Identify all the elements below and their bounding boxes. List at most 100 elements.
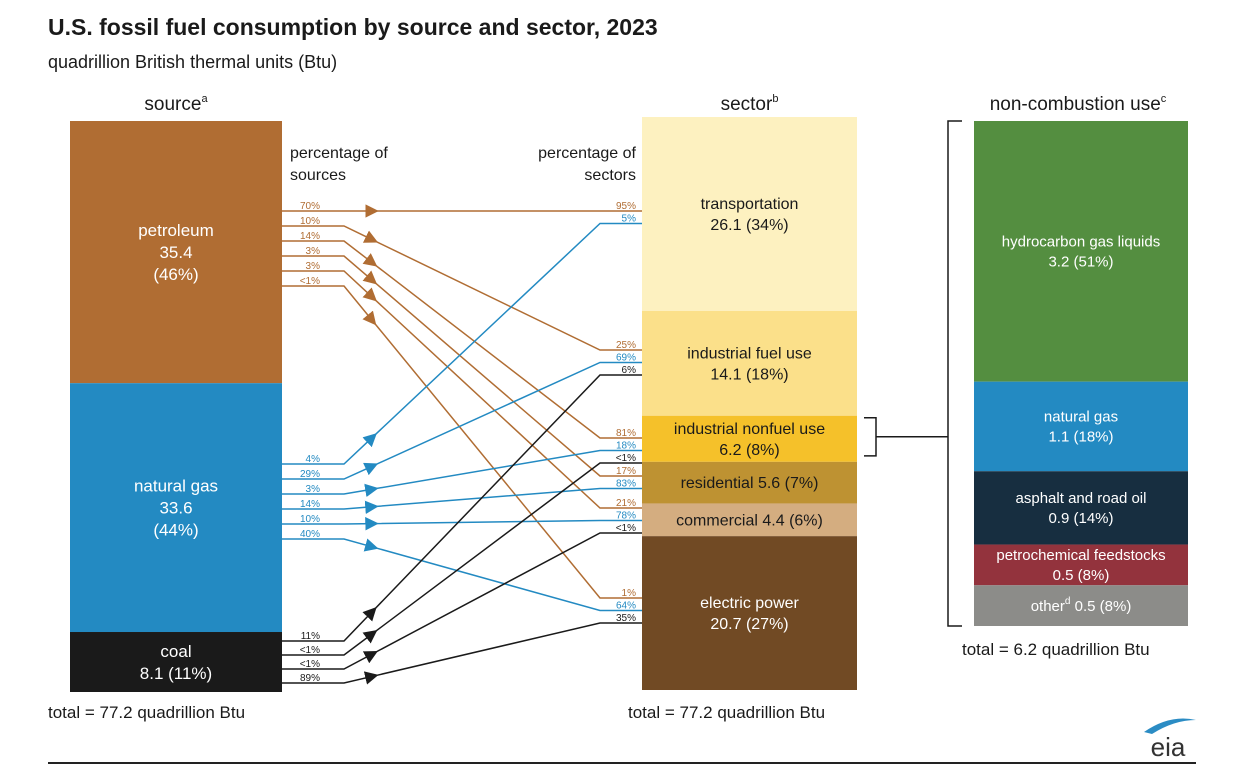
pct-of-source-label: <1% (300, 645, 320, 656)
source-label-natural-gas: natural gas (134, 477, 218, 496)
pct-of-source-label: 3% (306, 484, 321, 495)
noncombustion-bar-petrochemical-feedstocks (974, 544, 1188, 586)
flow-coal-industrial_nonfuel-tail (371, 462, 642, 635)
pct-of-sector-label: 6% (622, 365, 637, 376)
noncombustion-bar-natural-gas (974, 381, 1188, 472)
flow-petroleum-industrial_fuel (282, 225, 379, 243)
source-bar-petroleum (70, 121, 282, 384)
flow-natural_gas-transportation-tail (371, 222, 642, 439)
noncombustion-bracket (947, 120, 962, 627)
pct-of-sector-label: 81% (616, 428, 636, 439)
source-pct-heading: percentage of (290, 145, 388, 162)
eia-logo-text: eia (1151, 732, 1186, 762)
noncombustion-bar-asphalt-and-road-oil (974, 471, 1188, 545)
flow-coal-industrial_fuel (282, 607, 377, 642)
flow-natural_gas-industrial_fuel-tail (371, 361, 642, 467)
pct-of-sector-label: 35% (616, 613, 636, 624)
sector-label-electric-power: 20.7 (27%) (710, 616, 788, 633)
noncombustion-label-petrochemical-feedstocks: petrochemical feedstocks (996, 547, 1165, 564)
sector-label-residential: residential 5.6 (7%) (681, 475, 819, 492)
pct-of-source-label: 40% (300, 529, 320, 540)
pct-of-source-label: <1% (300, 659, 320, 670)
source-label-natural-gas: (44%) (153, 521, 198, 540)
pct-of-source-label: 10% (300, 216, 320, 227)
noncombustion-label-other: otherd 0.5 (8%) (1031, 596, 1132, 615)
pct-of-sector-label: <1% (616, 453, 636, 464)
flow-coal-industrial_fuel-tail (371, 374, 642, 613)
flow-natural_gas-transportation (282, 433, 377, 465)
bottom-rule (48, 762, 1196, 764)
pct-of-sector-label: 64% (616, 601, 636, 612)
pct-of-source-label: 3% (306, 246, 321, 257)
flow-coal-electric_power-tail (371, 622, 642, 678)
source-label-petroleum: (46%) (153, 265, 198, 284)
sector-label-transportation: transportation (701, 196, 799, 213)
source-label-natural-gas: 33.6 (159, 499, 192, 518)
noncombustion-label-hydrocarbon-gas-liquids: 3.2 (51%) (1048, 254, 1113, 271)
pct-of-sector-label: 69% (616, 353, 636, 364)
flow-natural_gas-electric_power-tail (371, 546, 642, 612)
noncombustion-label-natural-gas: 1.1 (18%) (1048, 429, 1113, 446)
pct-of-sector-label: 95% (616, 201, 636, 212)
source-bar-natural-gas (70, 383, 282, 633)
pct-of-source-label: 11% (301, 631, 320, 642)
flow-natural_gas-industrial_nonfuel (282, 483, 379, 498)
sector-label-industrial-nonfuel-use: 6.2 (8%) (719, 442, 779, 459)
sector-heading: sectorb (721, 93, 779, 115)
pct-of-source-label: 3% (306, 261, 321, 272)
pct-of-sector-label: 5% (622, 214, 637, 225)
flow-coal-commercial (282, 650, 378, 670)
flow-petroleum-commercial (282, 270, 377, 302)
nonfuel-bracket (864, 417, 877, 457)
flow-natural_gas-industrial_fuel (282, 462, 379, 480)
eia-logo: eia (1144, 718, 1196, 762)
flow-natural_gas-industrial_nonfuel-tail (371, 449, 642, 490)
flow-petroleum-electric_power-tail (371, 319, 642, 599)
flow-natural_gas-commercial-tail (371, 519, 642, 525)
pct-of-source-label: 14% (300, 499, 320, 510)
sector-total: total = 77.2 quadrillion Btu (628, 703, 825, 722)
flow-natural_gas-residential-tail (371, 487, 642, 508)
pct-of-sector-label: 1% (622, 588, 637, 599)
noncombustion-label-hydrocarbon-gas-liquids: hydrocarbon gas liquids (1002, 234, 1160, 251)
noncombustion-label-petrochemical-feedstocks: 0.5 (8%) (1053, 567, 1110, 584)
pct-of-source-label: 29% (300, 469, 320, 480)
source-total: total = 77.2 quadrillion Btu (48, 703, 245, 722)
flow-petroleum-industrial_fuel-tail (371, 238, 642, 351)
pct-of-source-label: 14% (300, 231, 320, 242)
pct-of-source-label: <1% (300, 276, 320, 287)
sector-label-electric-power: electric power (700, 595, 799, 612)
pct-of-source-label: 89% (300, 673, 320, 684)
flow-petroleum-industrial_nonfuel-tail (371, 261, 642, 439)
sector-bar-residential (642, 461, 857, 504)
chart-title: U.S. fossil fuel consumption by source a… (48, 14, 658, 40)
source-label-coal: 8.1 (11%) (140, 664, 212, 683)
noncombustion-label-natural-gas: natural gas (1044, 409, 1118, 426)
source-pct-heading: sources (290, 167, 346, 184)
pct-of-sector-label: 78% (616, 511, 636, 522)
sector-bar-industrial-fuel-use (642, 310, 857, 416)
noncombustion-bar-other (974, 585, 1188, 626)
noncombustion-heading: non-combustion usec (990, 93, 1167, 115)
flow-petroleum-industrial_nonfuel (282, 240, 378, 267)
source-label-petroleum: 35.4 (159, 243, 192, 262)
sector-label-industrial-fuel-use: industrial fuel use (687, 345, 812, 362)
sector-label-commercial: commercial 4.4 (6%) (676, 512, 823, 529)
sector-bar-electric-power (642, 536, 857, 690)
sector-label-industrial-fuel-use: 14.1 (18%) (710, 366, 788, 383)
noncombustion-label-asphalt-and-road-oil: 0.9 (14%) (1048, 510, 1113, 527)
pct-of-source-label: 4% (306, 454, 321, 465)
pct-of-sector-label: 17% (616, 466, 636, 477)
flow-coal-electric_power (282, 671, 379, 685)
flow-natural_gas-residential (282, 500, 379, 515)
flow-coal-industrial_nonfuel (282, 629, 378, 656)
flow-petroleum-residential (282, 255, 378, 285)
source-heading: sourcea (144, 93, 208, 115)
pct-of-sector-label: 21% (616, 498, 636, 509)
pct-of-source-label: 10% (300, 514, 320, 525)
sector-label-transportation: 26.1 (34%) (710, 217, 788, 234)
noncombustion-bar-hydrocarbon-gas-liquids (974, 121, 1188, 382)
flow-petroleum-residential-tail (371, 279, 642, 477)
sector-pct-heading: percentage of (538, 145, 636, 162)
